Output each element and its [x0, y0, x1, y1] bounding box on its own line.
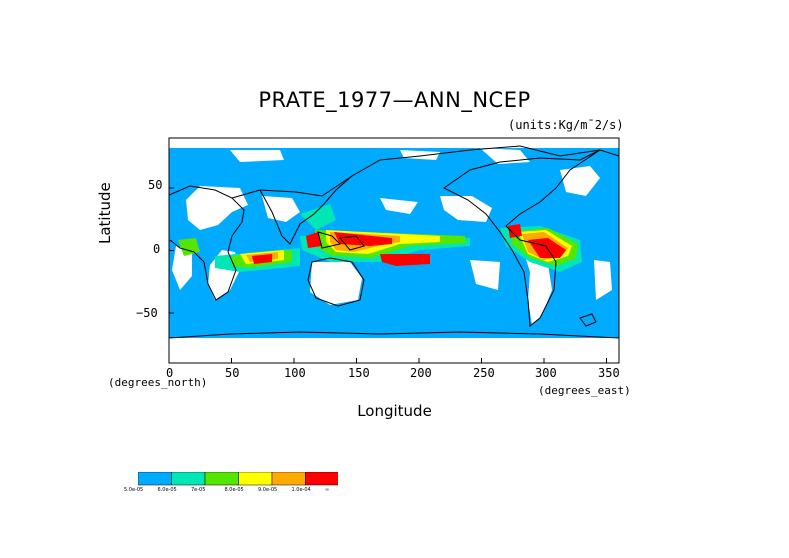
legend-label: 5.0e-05	[124, 487, 144, 493]
x-tick-label: 300	[535, 366, 557, 380]
legend-label: 6.0e-05	[157, 487, 177, 493]
x-tick-label: 100	[284, 366, 306, 380]
missing-regions	[169, 138, 619, 363]
x-tick-label: 0	[166, 366, 174, 380]
y-unit-note: (degrees_north)	[108, 376, 208, 389]
coastlines	[169, 145, 619, 339]
legend-swatch	[238, 472, 273, 486]
legend-swatch	[305, 472, 338, 486]
x-axis-label-text: Longitude	[357, 402, 432, 420]
color-legend	[138, 472, 338, 486]
units-label: (units:Kg/m¯2/s)	[508, 118, 624, 132]
x-tick-label: 350	[598, 366, 620, 380]
x-tick-label: 150	[348, 366, 370, 380]
y-tick-label: 50	[148, 178, 163, 192]
legend-label: 9.0e-05	[258, 487, 278, 493]
x-axis-label: Longitude	[0, 402, 789, 420]
legend-swatch	[138, 472, 172, 486]
y-tick-label: 0	[153, 242, 161, 256]
legend-label: 7e-05	[191, 487, 206, 493]
legend-label: ∞	[325, 487, 330, 493]
map-title: PRATE_1977—ANN_NCEP	[258, 88, 531, 112]
x-tick-label: 50	[225, 366, 240, 380]
legend-swatch	[271, 472, 306, 486]
y-tick-label: −50	[136, 306, 158, 320]
legend-swatch	[171, 472, 206, 486]
legend-label: 8.0e-05	[224, 487, 244, 493]
x-tick-label: 200	[410, 366, 432, 380]
x-tick-label: 250	[473, 366, 495, 380]
legend-label: 1.0e-04	[291, 487, 311, 493]
axis-ticks	[168, 187, 607, 363]
legend-swatch	[204, 472, 239, 486]
x-unit-note: (degrees_east)	[538, 384, 631, 397]
